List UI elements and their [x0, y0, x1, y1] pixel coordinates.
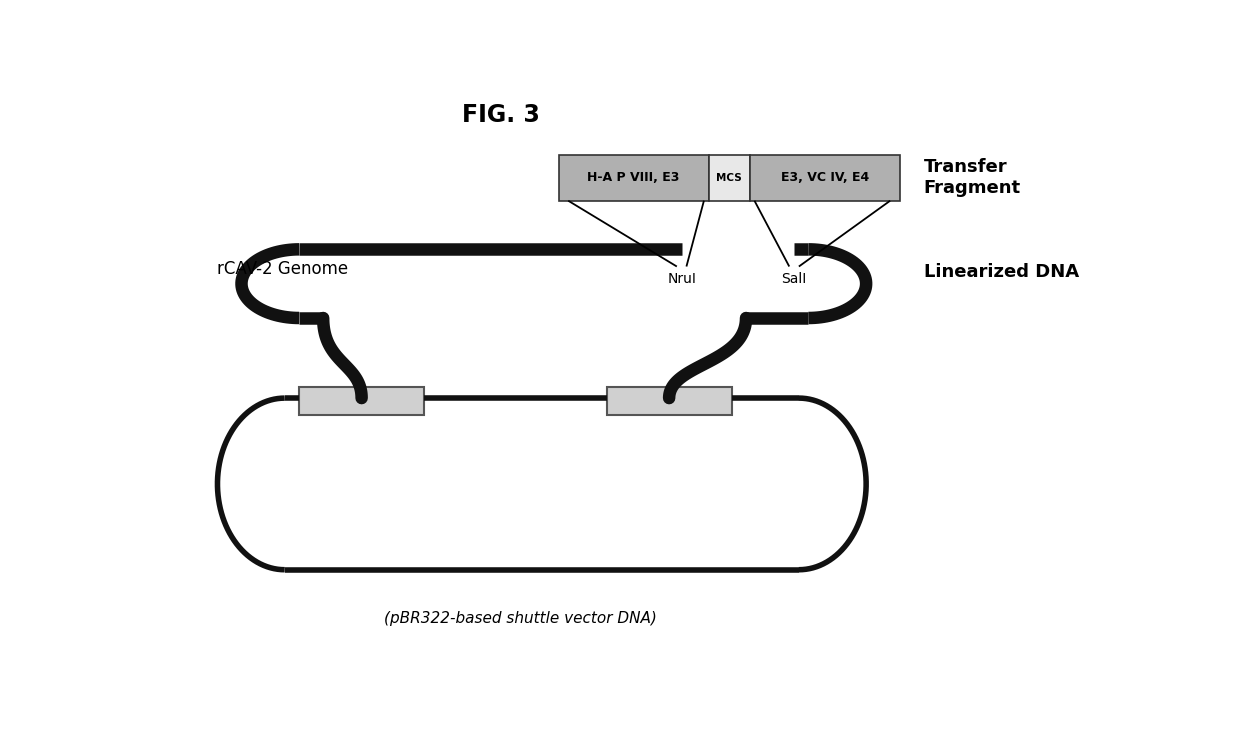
- Text: MCS: MCS: [717, 173, 742, 183]
- FancyBboxPatch shape: [709, 155, 750, 201]
- Text: SalI: SalI: [781, 272, 807, 286]
- FancyBboxPatch shape: [299, 386, 424, 415]
- Text: Linearized DNA: Linearized DNA: [924, 263, 1079, 282]
- Text: rCAV-2 Genome: rCAV-2 Genome: [217, 260, 348, 279]
- Text: FIG. 3: FIG. 3: [463, 103, 539, 127]
- Text: Transfer
Fragment: Transfer Fragment: [924, 158, 1021, 197]
- FancyBboxPatch shape: [606, 386, 732, 415]
- FancyBboxPatch shape: [750, 155, 900, 201]
- Text: (pBR322-based shuttle vector DNA): (pBR322-based shuttle vector DNA): [383, 611, 657, 626]
- Text: NruI: NruI: [667, 272, 696, 286]
- FancyBboxPatch shape: [558, 155, 709, 201]
- Text: E3, VC IV, E4: E3, VC IV, E4: [781, 172, 869, 184]
- Text: H-A P VIII, E3: H-A P VIII, E3: [588, 172, 680, 184]
